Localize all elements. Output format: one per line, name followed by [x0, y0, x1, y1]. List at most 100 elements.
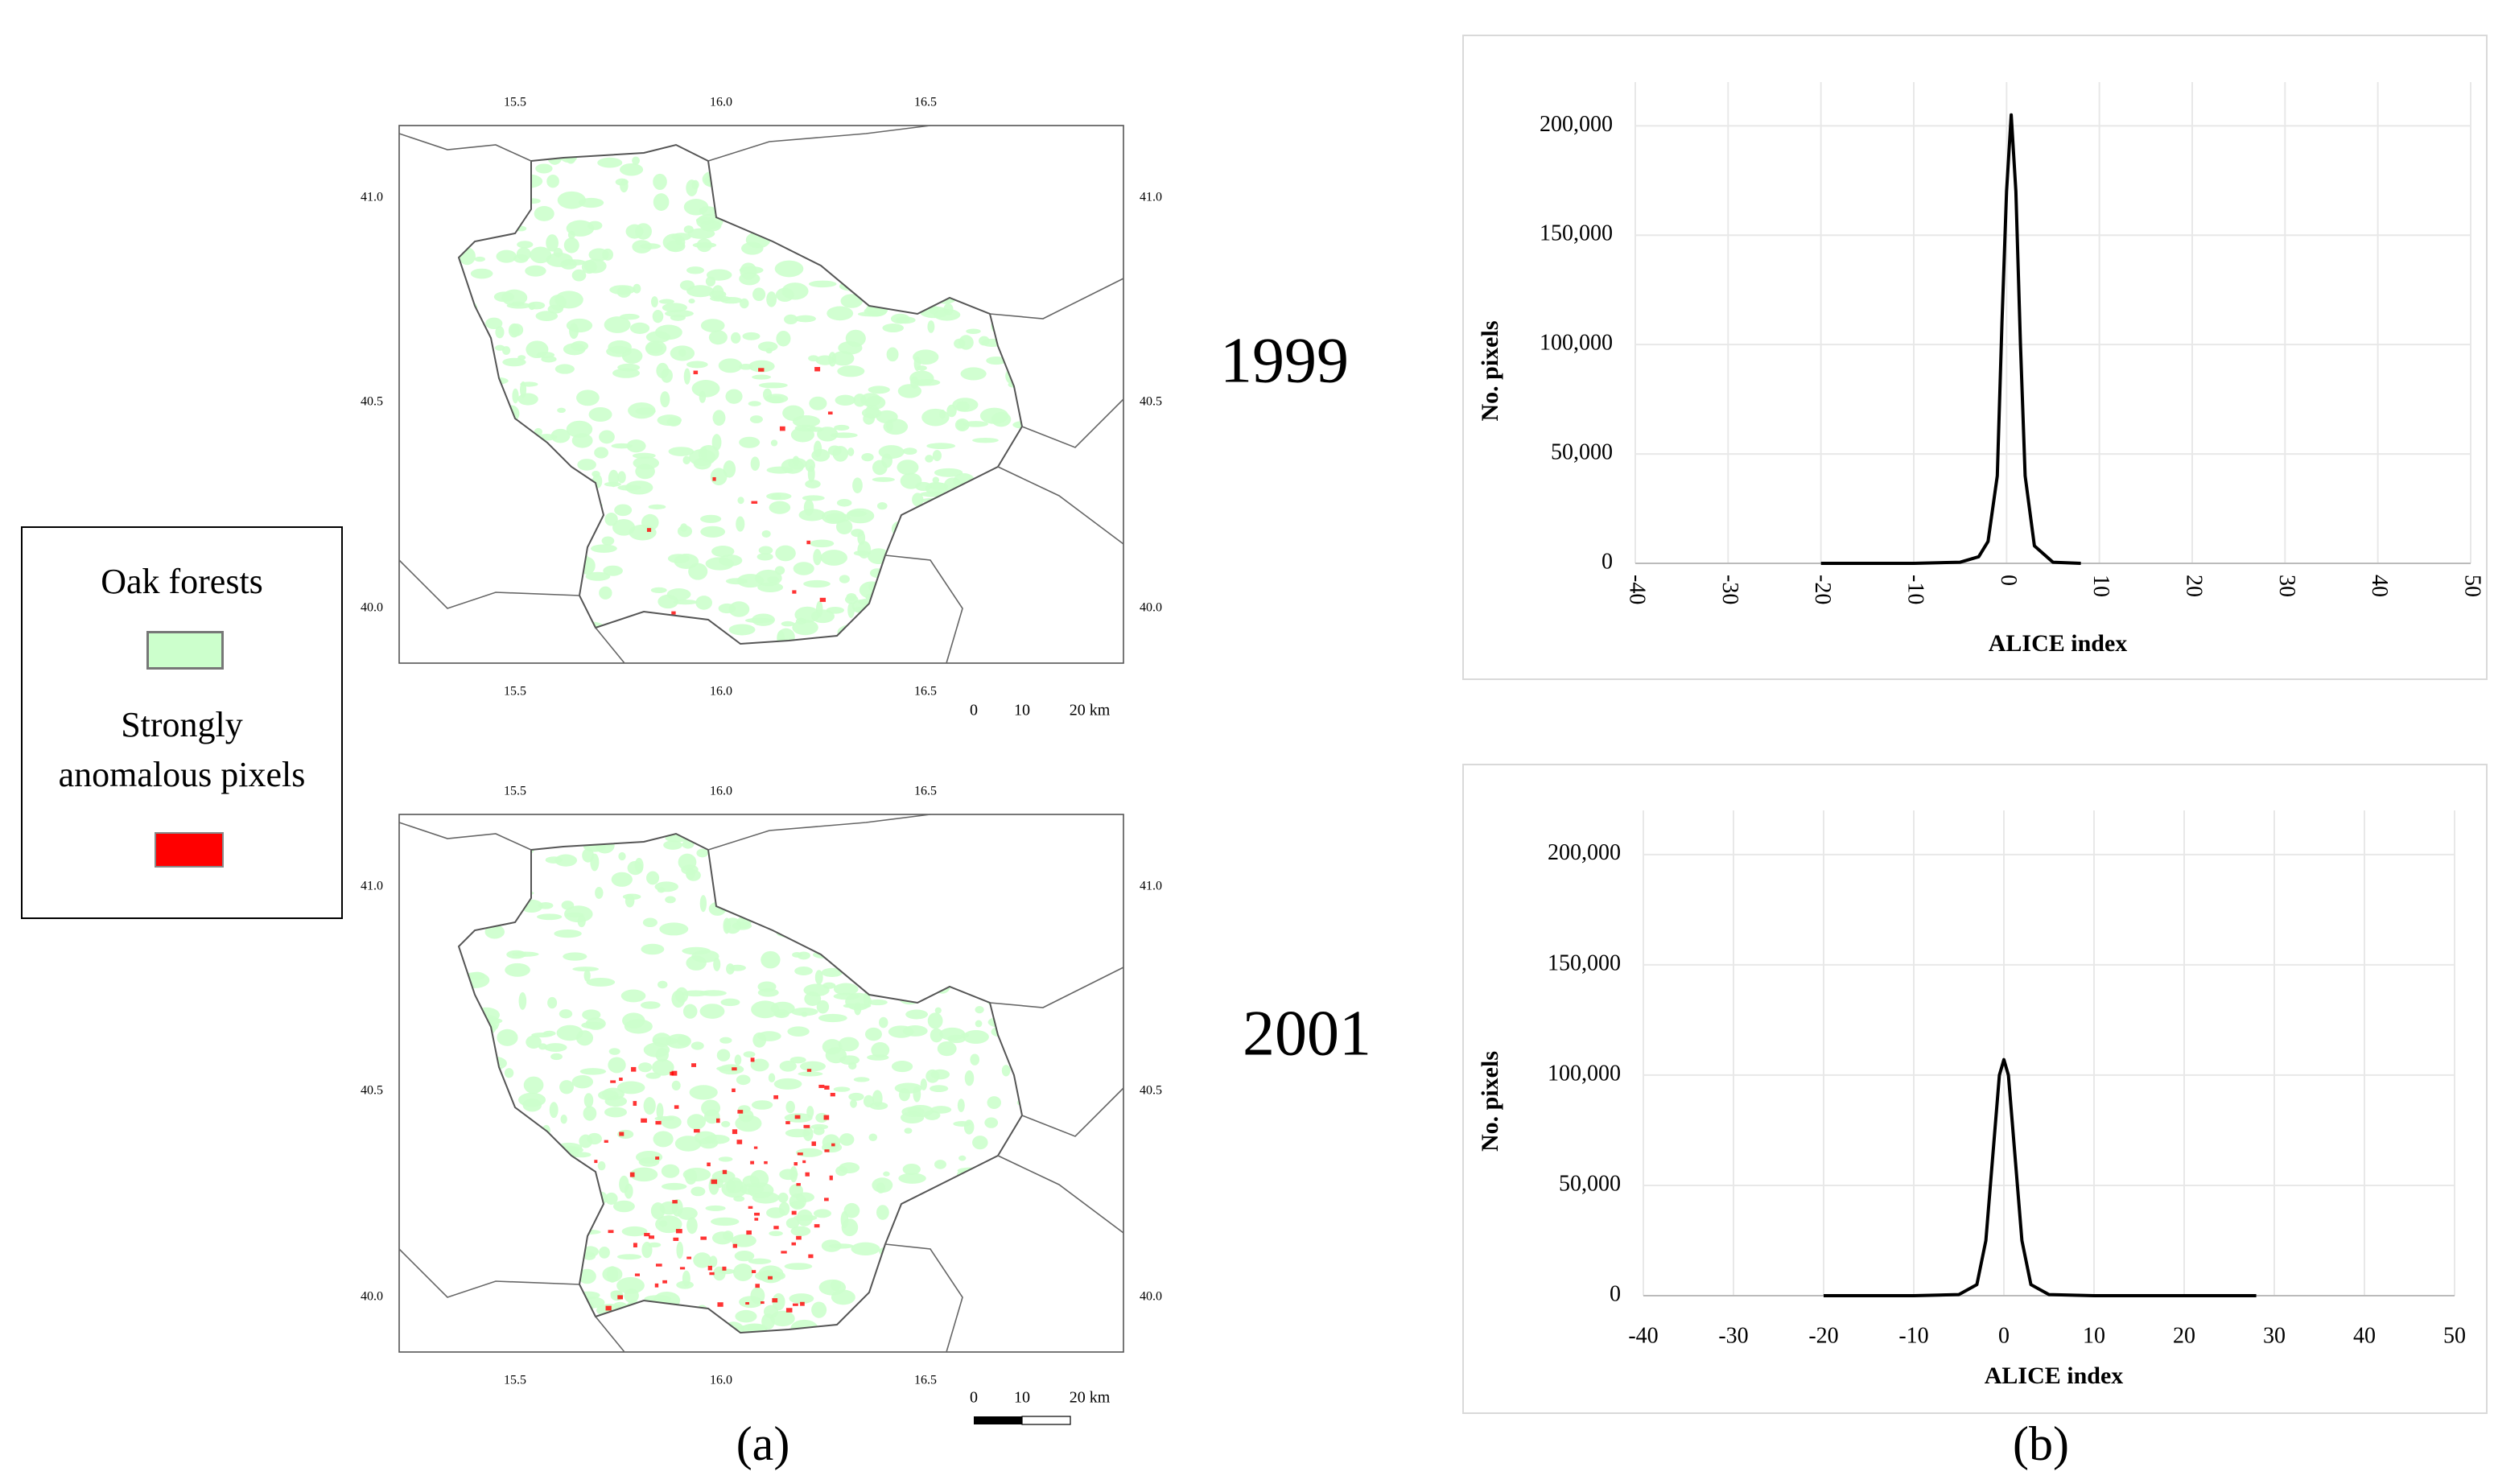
forest-patch [495, 326, 505, 339]
forest-patch [708, 330, 728, 345]
x-tick-label: 40 [2353, 1323, 2376, 1348]
forest-patch [805, 459, 815, 472]
forest-patch [898, 1088, 910, 1102]
forest-patch [624, 1019, 653, 1034]
lat-tick-label: 40.0 [1140, 601, 1162, 615]
forest-patch [868, 1133, 878, 1141]
chart-frame [1462, 764, 2488, 1414]
forest-patch [728, 601, 750, 617]
scale-bar [974, 1416, 1022, 1424]
lon-tick-label: 15.5 [504, 1374, 526, 1387]
forest-patch [547, 304, 563, 314]
forest-patch [683, 225, 694, 234]
forest-patch [810, 609, 835, 624]
forest-patch [554, 854, 578, 867]
x-tick-label: 50 [2443, 1323, 2466, 1348]
forest-patch [956, 419, 967, 431]
anomalous-pixel [604, 1140, 608, 1143]
anomalous-pixel [753, 1146, 758, 1149]
forest-patch [625, 224, 644, 239]
forest-patch [897, 460, 919, 476]
anomalous-pixel [748, 1206, 753, 1209]
forest-patch [677, 1206, 698, 1220]
forest-patch [868, 999, 888, 1006]
forest-patch [526, 1035, 542, 1049]
forest-patch [810, 1123, 829, 1130]
anomalous-pixel [773, 1226, 779, 1230]
forest-patch [879, 1016, 888, 1028]
forest-patch [517, 393, 538, 406]
forest-patch [813, 549, 822, 566]
forest-patch [506, 302, 532, 309]
anomalous-pixel [800, 1301, 805, 1306]
forest-patch [563, 952, 587, 961]
forest-patch [927, 1012, 943, 1029]
forest-patch [695, 216, 715, 225]
forest-patch [735, 1309, 757, 1323]
forest-patch [872, 476, 895, 482]
forest-patch [794, 315, 816, 323]
lat-tick-label: 40.5 [1140, 1084, 1162, 1098]
forest-patch [655, 324, 682, 340]
forest-patch [836, 499, 852, 507]
forest-patch [711, 1170, 736, 1183]
forest-patch [925, 455, 934, 463]
x-tick-label: 20 [2173, 1323, 2195, 1348]
forest-patch [725, 389, 743, 404]
forest-patch [731, 1234, 756, 1247]
forest-patch [934, 468, 963, 477]
anomalous-pixel [764, 1160, 768, 1165]
forest-patch [782, 405, 805, 421]
scale-label: 0 [970, 1389, 978, 1407]
forest-patch [576, 390, 600, 406]
forest-patch [732, 1263, 753, 1281]
forest-patch [736, 516, 745, 532]
forest-patch [932, 450, 942, 462]
anomalous-pixel [610, 1080, 616, 1083]
forest-patch [821, 1239, 842, 1252]
lon-tick-label: 15.5 [504, 785, 526, 798]
forest-patch [857, 541, 872, 559]
forest-patch [617, 471, 626, 484]
forest-patch [655, 1215, 682, 1234]
lon-tick-label: 16.5 [914, 1374, 937, 1387]
forest-patch [513, 254, 529, 263]
anomalous-pixel [761, 1301, 765, 1305]
anomalous-pixel [754, 1218, 759, 1221]
forest-patch [785, 1218, 800, 1229]
forest-patch [567, 230, 575, 239]
forest-patch [699, 895, 707, 913]
forest-patch [863, 991, 871, 1008]
forest-patch [972, 437, 999, 443]
forest-patch [956, 401, 970, 412]
forest-patch [666, 587, 691, 601]
forest-patch [847, 447, 855, 456]
x-tick-label: 20 [2182, 575, 2207, 597]
anomalous-pixel [629, 1172, 635, 1177]
anomalous-pixel [824, 1198, 829, 1202]
anomalous-pixel [631, 1066, 637, 1072]
forest-patch [785, 1128, 810, 1138]
forest-patch [530, 246, 552, 264]
anomalous-pixel [806, 540, 810, 545]
forest-patch [700, 514, 722, 523]
forest-patch [687, 228, 715, 239]
anomalous-pixel [818, 1084, 825, 1088]
forest-patch [975, 1006, 984, 1014]
forest-patch [546, 234, 559, 252]
anomalous-pixel [752, 1270, 756, 1273]
forest-patch [612, 1200, 635, 1213]
forest-patch [839, 1133, 855, 1146]
forest-patch [590, 544, 617, 553]
forest-patch [758, 382, 788, 389]
forest-patch [718, 1156, 733, 1162]
forest-patch [769, 501, 791, 514]
x-tick-label: -20 [1810, 575, 1835, 604]
forest-patch [814, 970, 823, 985]
forest-patch [773, 1078, 802, 1090]
forest-patch [897, 384, 922, 398]
forest-patch [670, 345, 695, 361]
forest-patch [930, 1106, 952, 1114]
forest-patch [822, 1134, 841, 1151]
forest-patch [700, 526, 726, 538]
